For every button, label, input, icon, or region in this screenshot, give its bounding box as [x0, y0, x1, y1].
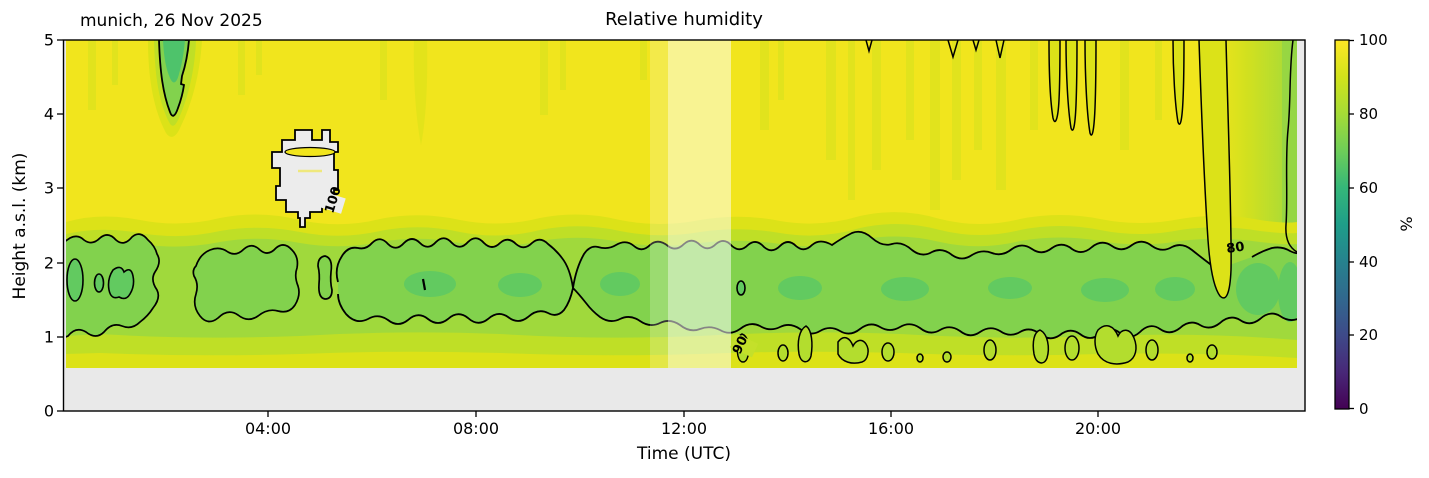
colorbar-tick-100: 100: [1359, 31, 1388, 49]
y-tick-4: 4: [43, 104, 54, 124]
y-tick-2: 2: [43, 253, 54, 273]
x-tick-0400: 04:00: [244, 419, 292, 438]
x-tick-0800: 08:00: [452, 419, 500, 438]
colorbar-tick-0: 0: [1359, 400, 1369, 418]
contour80-line-bottom: [337, 286, 1297, 340]
terrain-mask: [63, 368, 1305, 411]
colorbar-frame: [1334, 39, 1350, 410]
y-axis-label: Height a.s.l. (km): [10, 152, 30, 300]
y-tick-3: 3: [43, 178, 54, 198]
contour-inline-labels: 100 90 80: [314, 185, 1245, 358]
upper-moist-plume: [148, 40, 202, 137]
x-tick-2000: 20:00: [1074, 419, 1122, 438]
pale-band: [668, 40, 731, 368]
contour-label-90: 90: [730, 334, 751, 357]
y-tick-5: 5: [43, 30, 54, 50]
colorbar-tick-40: 40: [1359, 253, 1379, 271]
colorbar: [1334, 39, 1354, 410]
faint-upper-streak: [413, 40, 428, 145]
x-tick-1200: 12:00: [660, 419, 708, 438]
contour-cores-70-75: [66, 258, 1297, 322]
x-axis-label: Time (UTC): [637, 444, 731, 464]
tiny-contour-dash: [421, 278, 427, 291]
colorbar-gradient: [1335, 40, 1349, 409]
y-tick-1: 1: [43, 327, 54, 347]
contour80-island-small: [317, 255, 333, 300]
contour-label-80: 80: [1225, 240, 1245, 257]
colorbar-ticks: [1349, 39, 1354, 410]
contour80-line-top-right: [1251, 246, 1297, 258]
axis-ticks: [57, 39, 1099, 417]
colorbar-tick-20: 20: [1359, 326, 1379, 344]
upper-contour-fingers: [865, 40, 1297, 299]
contour80-line-top: [335, 230, 1225, 289]
pocket-yellow-lens: [284, 146, 336, 158]
colorbar-tick-60: 60: [1359, 179, 1379, 197]
texture-streaks: [88, 40, 1162, 210]
x-tick-1600: 16:00: [867, 419, 915, 438]
plot-frame: [62, 39, 1306, 412]
near-ground-90-islands: [736, 325, 1218, 365]
colorbar-tick-80: 80: [1359, 105, 1379, 123]
chart-title: Relative humidity: [605, 9, 763, 30]
pale-band-edge: [650, 40, 668, 368]
colorbar-unit-label: %: [1396, 216, 1416, 232]
contour80-island-b: [192, 244, 300, 323]
station-date-label: munich, 26 Nov 2025: [80, 11, 263, 31]
contour-field: [66, 40, 1297, 368]
y-tick-0: 0: [43, 401, 54, 421]
